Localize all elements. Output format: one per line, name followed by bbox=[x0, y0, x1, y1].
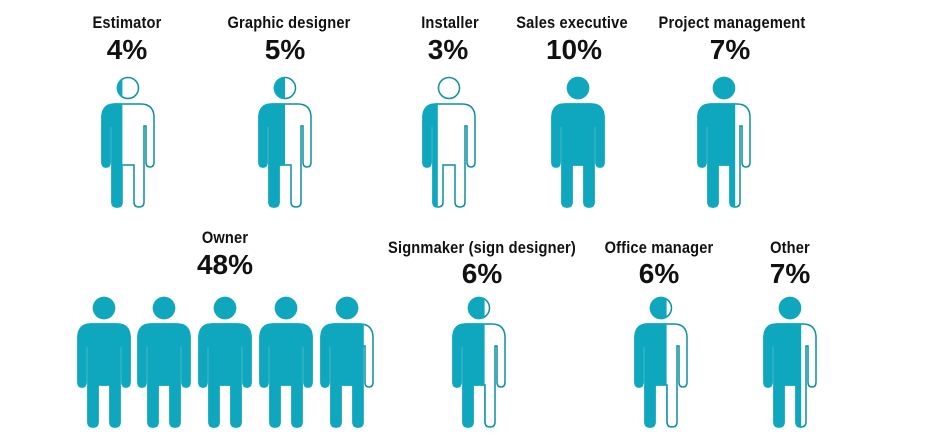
person-fill bbox=[258, 76, 285, 208]
person-fill bbox=[137, 296, 191, 428]
category-label: Other bbox=[770, 238, 810, 257]
person-fill bbox=[634, 296, 667, 428]
person-fill bbox=[259, 296, 313, 428]
person-fill bbox=[422, 86, 438, 208]
person-icon bbox=[77, 296, 131, 428]
person-fill bbox=[77, 296, 131, 428]
category-label: Signmaker (sign designer) bbox=[388, 238, 576, 257]
category-percent: 6% bbox=[461, 258, 503, 289]
person-icon bbox=[422, 76, 476, 208]
person-icon bbox=[763, 296, 817, 428]
category-percent: 10% bbox=[545, 34, 603, 65]
person-fill bbox=[763, 296, 802, 428]
person-icon bbox=[320, 296, 374, 428]
person-icon bbox=[258, 76, 312, 208]
category-label: Graphic designer bbox=[227, 13, 351, 32]
category-percent: 7% bbox=[769, 258, 811, 289]
category-label: Project management bbox=[658, 13, 806, 32]
category-label: Installer bbox=[421, 13, 479, 32]
category-label: Office manager bbox=[604, 238, 714, 257]
person-icon bbox=[101, 76, 155, 208]
category-percent: 5% bbox=[264, 34, 306, 65]
person-icon bbox=[137, 296, 191, 428]
person-icon bbox=[259, 296, 313, 428]
person-icon bbox=[634, 296, 688, 428]
person-fill bbox=[101, 78, 123, 208]
person-fill bbox=[198, 296, 252, 428]
person-icon bbox=[452, 296, 506, 428]
person-fill bbox=[320, 296, 364, 428]
person-fill bbox=[551, 76, 605, 208]
person-fill bbox=[697, 76, 736, 208]
category-percent: 6% bbox=[638, 258, 680, 289]
person-icon bbox=[551, 76, 605, 208]
category-label: Sales executive bbox=[516, 13, 628, 32]
category-label: Estimator bbox=[92, 13, 162, 32]
person-fill bbox=[452, 296, 485, 428]
person-icon bbox=[697, 76, 751, 208]
person-icon bbox=[198, 296, 252, 428]
category-percent: 7% bbox=[709, 34, 751, 65]
category-percent: 48% bbox=[196, 249, 254, 280]
category-percent: 4% bbox=[106, 34, 148, 65]
category-label: Owner bbox=[201, 228, 249, 247]
category-percent: 3% bbox=[427, 34, 469, 65]
